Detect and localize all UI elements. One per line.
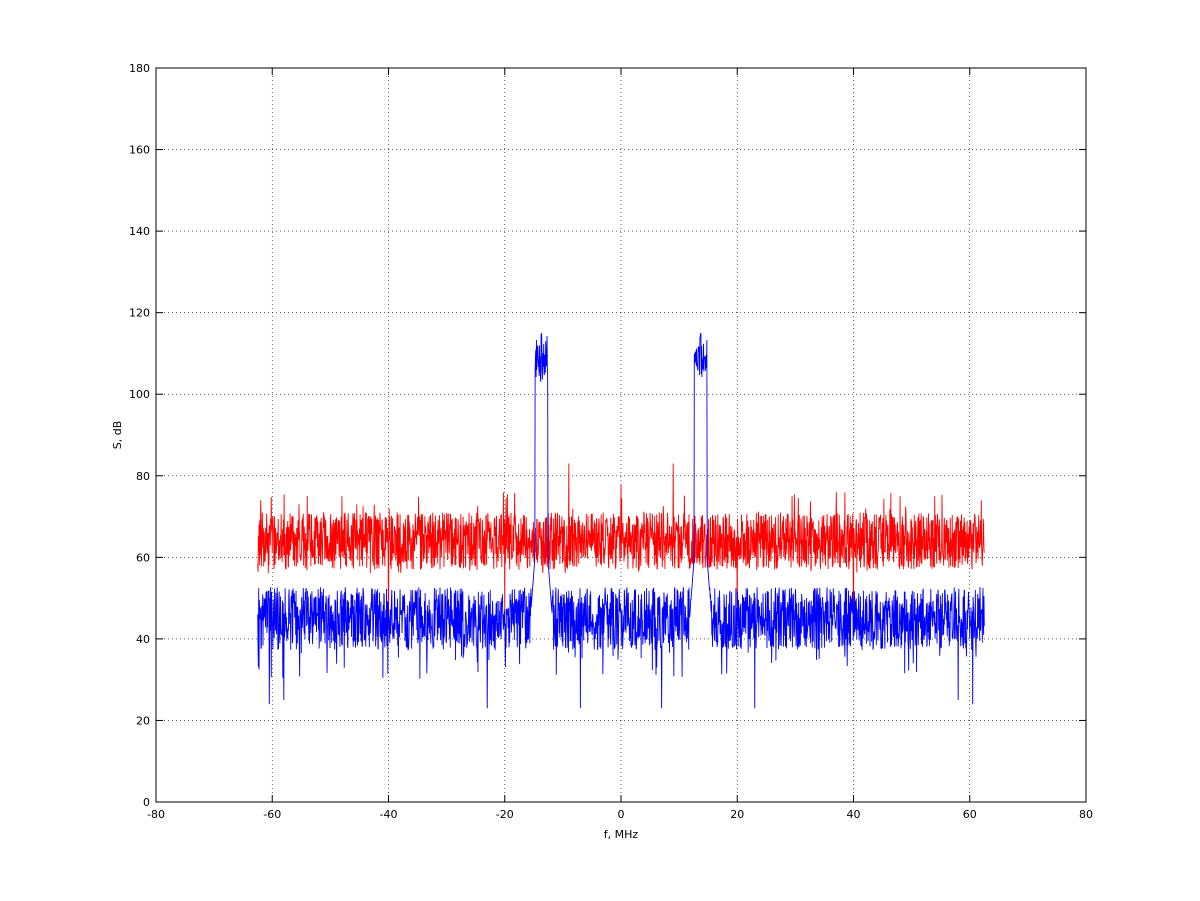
y-tick-label: 160 [129,144,150,157]
y-tick-label: 100 [129,388,150,401]
x-tick-label: -60 [263,808,281,821]
x-tick-label: 60 [963,808,977,821]
series-layer [257,332,985,709]
x-tick-label: -20 [496,808,514,821]
x-tick-label: -80 [147,808,165,821]
y-tick-label: 180 [129,62,150,75]
y-tick-label: 0 [143,796,150,809]
x-tick-label: 0 [618,808,625,821]
y-tick-label: 120 [129,307,150,320]
x-tick-label: -40 [380,808,398,821]
x-tick-label: 40 [847,808,861,821]
y-tick-label: 20 [136,714,150,727]
y-axis-label: S, dB [111,421,124,450]
x-tick-label: 80 [1079,808,1093,821]
y-tick-label: 40 [136,633,150,646]
axis-ticks [155,67,1087,803]
y-tick-label: 140 [129,225,150,238]
x-tick-label: 20 [730,808,744,821]
series-line-2 [257,332,985,709]
y-tick-labels: 0 20 40 60 80 100 120 140 160 180 [129,62,150,809]
x-tick-labels: -80 -60 -40 -20 0 20 40 60 80 [147,808,1093,821]
y-tick-label: 60 [136,551,150,564]
y-tick-label: 80 [136,470,150,483]
series-line-1 [257,463,985,631]
x-axis-label: f, MHz [604,828,639,841]
